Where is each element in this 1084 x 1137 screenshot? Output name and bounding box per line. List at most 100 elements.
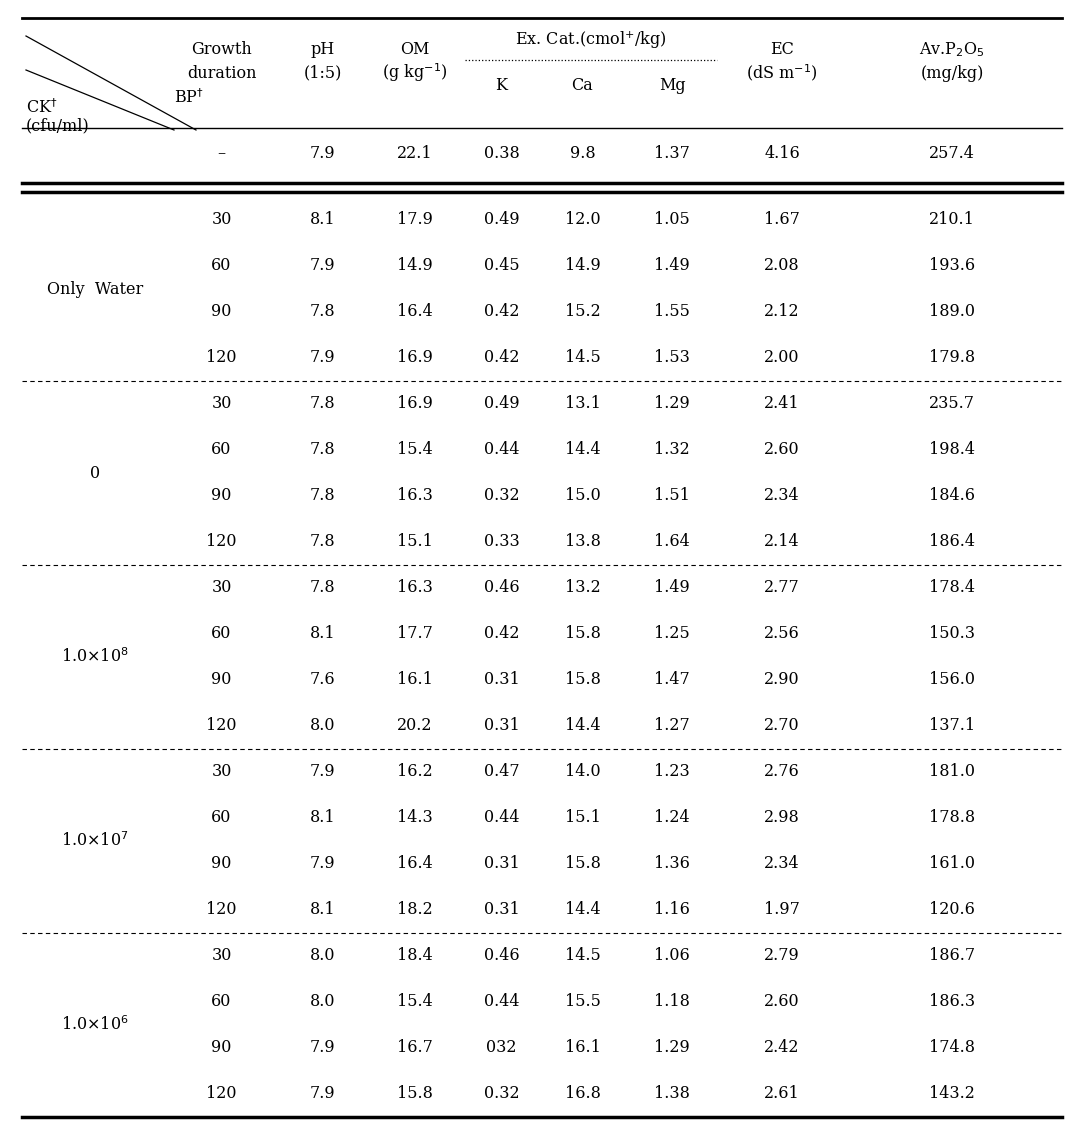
Text: 178.8: 178.8 xyxy=(929,810,976,827)
Text: 0: 0 xyxy=(90,465,100,481)
Text: 13.1: 13.1 xyxy=(565,396,601,413)
Text: 0.42: 0.42 xyxy=(483,625,519,642)
Text: 2.70: 2.70 xyxy=(764,717,800,735)
Text: 1.05: 1.05 xyxy=(654,211,689,229)
Text: BP$^{\dag}$: BP$^{\dag}$ xyxy=(175,89,204,107)
Text: 60: 60 xyxy=(211,625,232,642)
Text: 120: 120 xyxy=(206,1086,236,1103)
Text: 0.45: 0.45 xyxy=(483,257,519,274)
Text: 0.33: 0.33 xyxy=(483,533,519,550)
Text: 7.9: 7.9 xyxy=(310,146,335,163)
Text: 7.9: 7.9 xyxy=(310,764,335,780)
Text: 15.8: 15.8 xyxy=(565,672,601,689)
Text: 2.90: 2.90 xyxy=(764,672,800,689)
Text: 0.31: 0.31 xyxy=(483,717,519,735)
Text: 210.1: 210.1 xyxy=(929,211,975,229)
Text: 032: 032 xyxy=(487,1039,517,1056)
Text: 16.2: 16.2 xyxy=(397,764,433,780)
Text: 7.8: 7.8 xyxy=(310,441,335,458)
Text: 7.9: 7.9 xyxy=(310,349,335,366)
Text: 0.32: 0.32 xyxy=(483,488,519,505)
Text: 2.34: 2.34 xyxy=(764,488,800,505)
Text: 0.42: 0.42 xyxy=(483,349,519,366)
Text: Only  Water: Only Water xyxy=(47,281,143,298)
Text: 2.14: 2.14 xyxy=(764,533,800,550)
Text: 0.46: 0.46 xyxy=(483,947,519,964)
Text: 13.2: 13.2 xyxy=(565,580,601,597)
Text: 161.0: 161.0 xyxy=(929,855,975,872)
Text: 2.41: 2.41 xyxy=(764,396,800,413)
Text: 8.1: 8.1 xyxy=(310,625,335,642)
Text: 193.6: 193.6 xyxy=(929,257,976,274)
Text: 143.2: 143.2 xyxy=(929,1086,975,1103)
Text: 8.0: 8.0 xyxy=(310,717,335,735)
Text: 178.4: 178.4 xyxy=(929,580,975,597)
Text: 8.1: 8.1 xyxy=(310,211,335,229)
Text: 30: 30 xyxy=(211,764,232,780)
Text: 2.60: 2.60 xyxy=(764,441,800,458)
Text: 2.00: 2.00 xyxy=(764,349,800,366)
Text: 15.8: 15.8 xyxy=(397,1086,433,1103)
Text: 18.2: 18.2 xyxy=(397,902,433,919)
Text: pH: pH xyxy=(310,41,335,58)
Text: 90: 90 xyxy=(211,1039,232,1056)
Text: 8.0: 8.0 xyxy=(310,994,335,1011)
Text: (cfu/ml): (cfu/ml) xyxy=(26,117,90,134)
Text: 120: 120 xyxy=(206,533,236,550)
Text: 14.4: 14.4 xyxy=(565,717,601,735)
Text: 14.5: 14.5 xyxy=(565,349,601,366)
Text: 15.1: 15.1 xyxy=(397,533,433,550)
Text: 60: 60 xyxy=(211,257,232,274)
Text: 16.8: 16.8 xyxy=(565,1086,601,1103)
Text: (1:5): (1:5) xyxy=(304,65,341,82)
Text: 2.08: 2.08 xyxy=(764,257,800,274)
Text: 1.36: 1.36 xyxy=(654,855,689,872)
Text: 0.32: 0.32 xyxy=(483,1086,519,1103)
Text: 0.38: 0.38 xyxy=(483,146,519,163)
Text: OM: OM xyxy=(400,41,429,58)
Text: 1.23: 1.23 xyxy=(654,764,689,780)
Text: 189.0: 189.0 xyxy=(929,304,975,321)
Text: 186.7: 186.7 xyxy=(929,947,976,964)
Text: 90: 90 xyxy=(211,855,232,872)
Text: 16.4: 16.4 xyxy=(397,304,433,321)
Text: 150.3: 150.3 xyxy=(929,625,975,642)
Text: 7.8: 7.8 xyxy=(310,488,335,505)
Text: 1.55: 1.55 xyxy=(654,304,689,321)
Text: 18.4: 18.4 xyxy=(397,947,433,964)
Text: 1.49: 1.49 xyxy=(654,257,689,274)
Text: 1.47: 1.47 xyxy=(654,672,689,689)
Text: 30: 30 xyxy=(211,396,232,413)
Text: 184.6: 184.6 xyxy=(929,488,975,505)
Text: 16.3: 16.3 xyxy=(397,580,433,597)
Text: 137.1: 137.1 xyxy=(929,717,976,735)
Text: 0.47: 0.47 xyxy=(483,764,519,780)
Text: 8.1: 8.1 xyxy=(310,902,335,919)
Text: 1.49: 1.49 xyxy=(654,580,689,597)
Text: 17.9: 17.9 xyxy=(397,211,433,229)
Text: 2.42: 2.42 xyxy=(764,1039,800,1056)
Text: 120: 120 xyxy=(206,902,236,919)
Text: 7.9: 7.9 xyxy=(310,1086,335,1103)
Text: 13.8: 13.8 xyxy=(565,533,601,550)
Text: 12.0: 12.0 xyxy=(565,211,601,229)
Text: 16.1: 16.1 xyxy=(565,1039,601,1056)
Text: 1.53: 1.53 xyxy=(654,349,689,366)
Text: Av.P$_{2}$O$_{5}$: Av.P$_{2}$O$_{5}$ xyxy=(919,41,984,59)
Text: 7.8: 7.8 xyxy=(310,396,335,413)
Text: 2.34: 2.34 xyxy=(764,855,800,872)
Text: 120: 120 xyxy=(206,717,236,735)
Text: 16.3: 16.3 xyxy=(397,488,433,505)
Text: 7.9: 7.9 xyxy=(310,1039,335,1056)
Text: 7.6: 7.6 xyxy=(310,672,335,689)
Text: Growth: Growth xyxy=(191,41,251,58)
Text: 186.4: 186.4 xyxy=(929,533,975,550)
Text: 14.4: 14.4 xyxy=(565,902,601,919)
Text: 15.8: 15.8 xyxy=(565,855,601,872)
Text: 8.0: 8.0 xyxy=(310,947,335,964)
Text: 2.77: 2.77 xyxy=(764,580,800,597)
Text: –: – xyxy=(218,146,225,163)
Text: 156.0: 156.0 xyxy=(929,672,975,689)
Text: 15.2: 15.2 xyxy=(565,304,601,321)
Text: 30: 30 xyxy=(211,580,232,597)
